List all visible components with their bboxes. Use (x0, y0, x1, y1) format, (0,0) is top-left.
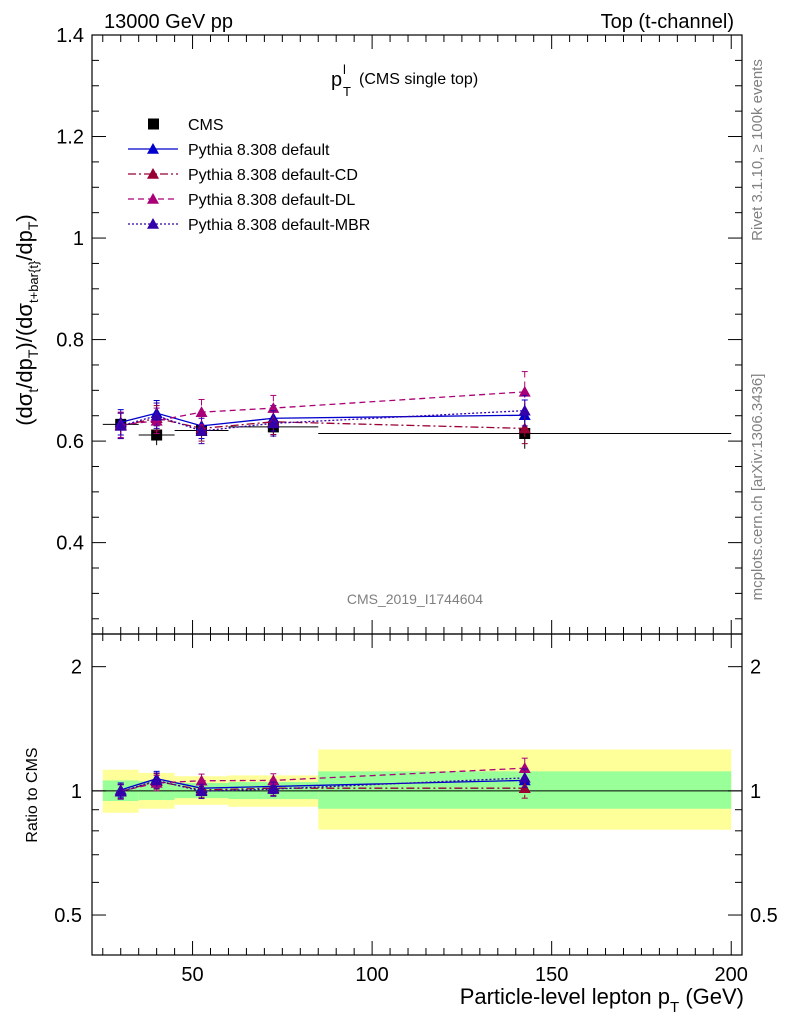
legend-label-2: Pythia 8.308 default-CD (188, 167, 358, 184)
legend-marker-0 (148, 118, 159, 130)
main-y-axis-label: (dσt/dpT)/(dσt+bar{t}/dpT) (12, 214, 41, 426)
main-series-1 (114, 399, 531, 440)
main-panel-axes: 0.4 0.6 0.8 1 1.2 1.4 (56, 25, 743, 635)
ratio-y-tick-label-left-1: 1 (71, 781, 82, 803)
plot-title-sub: T (343, 84, 351, 99)
legend-marker-2 (147, 168, 159, 179)
legend-label-3: Pythia 8.308 default-DL (188, 192, 355, 209)
ratio-y-tick-label-left-2: 2 (71, 657, 82, 679)
main-series-3-point-2 (195, 406, 208, 417)
ratio-uncertainty-bands (102, 749, 732, 830)
legend-label-1: Pythia 8.308 default (188, 142, 330, 159)
header-right: Top (t-channel) (601, 11, 734, 33)
main-series-3-point-4 (518, 385, 531, 397)
ratio-frame (91, 633, 743, 956)
rivet-label: Rivet 3.1.10, ≥ 100k events (749, 59, 766, 241)
ratio-panel-axes: 50 100 150 200 0.5 0.5 1 1 2 2 (54, 633, 778, 986)
main-y-tick-label-2: 0.8 (56, 330, 84, 352)
ratio-series-3-point-4 (518, 771, 531, 783)
ratio-y-tick-label-right-1: 1 (750, 781, 761, 803)
legend-marker-1 (147, 143, 159, 154)
main-series-3 (114, 371, 531, 439)
plot-title-sup: l (343, 62, 346, 77)
ratio-y-tick-label-right-0: 0.5 (750, 905, 778, 927)
main-y-tick-label-5: 1.4 (56, 25, 84, 47)
main-series-0-point-1 (151, 429, 163, 441)
ratio-panel-series (114, 757, 531, 800)
main-y-tick-label-4: 1.2 (56, 127, 84, 149)
ratio-y-axis-label: Ratio to CMS (24, 747, 41, 842)
main-series-4-point-0 (114, 419, 127, 431)
main-series-2 (114, 405, 531, 445)
ratio-series-3-point-1 (150, 774, 163, 786)
x-axis-label: Particle-level lepton pT (GeV) (460, 984, 744, 1016)
main-series-1-line (120, 412, 525, 427)
plot-title-main: p (331, 69, 342, 91)
ratio-series-2-point-4 (518, 762, 531, 773)
main-y-tick-label-3: 1 (73, 228, 84, 250)
mcplots-label: mcplots.cern.ch [arXiv:1306.3436] (749, 374, 766, 601)
ratio-series-3 (114, 768, 531, 800)
main-series-4-point-2 (195, 424, 208, 436)
main-y-tick-label-0: 0.4 (56, 533, 84, 555)
plot-title: p l T (CMS single top) (331, 62, 478, 99)
header-left: 13000 GeV pp (104, 11, 233, 33)
main-series-4-point-4 (518, 404, 531, 416)
x-tick-label-1: 100 (355, 964, 388, 986)
legend-label-4: Pythia 8.308 default-MBR (188, 217, 370, 234)
plot-title-note: (CMS single top) (359, 71, 478, 88)
x-tick-label-0: 50 (181, 964, 203, 986)
legend: CMS Pythia 8.308 default Pythia 8.308 defa… (128, 117, 370, 234)
main-panel-series (102, 371, 732, 449)
main-series-4-point-3 (267, 417, 280, 429)
legend-marker-4 (147, 218, 159, 229)
ratio-series-3-point-0 (114, 785, 127, 797)
main-series-4 (114, 394, 531, 445)
watermark: CMS_2019_I1744604 (347, 591, 483, 607)
ratio-y-tick-label-left-0: 0.5 (54, 905, 82, 927)
ratio-series-3-line (120, 777, 525, 793)
main-series-4-point-1 (150, 409, 163, 421)
ratio-y-tick-label-right-2: 2 (750, 657, 761, 679)
ratio-series-2-point-2 (195, 774, 208, 786)
ratio-series-3-point-2 (195, 785, 208, 797)
x-tick-label-3: 200 (715, 964, 748, 986)
legend-label-0: CMS (188, 117, 224, 134)
ratio-series-3-point-3 (267, 783, 280, 794)
main-series-2-point-4 (518, 422, 531, 434)
x-tick-label-2: 150 (535, 964, 568, 986)
legend-marker-3 (147, 193, 159, 204)
main-y-tick-label-1: 0.6 (56, 431, 84, 453)
